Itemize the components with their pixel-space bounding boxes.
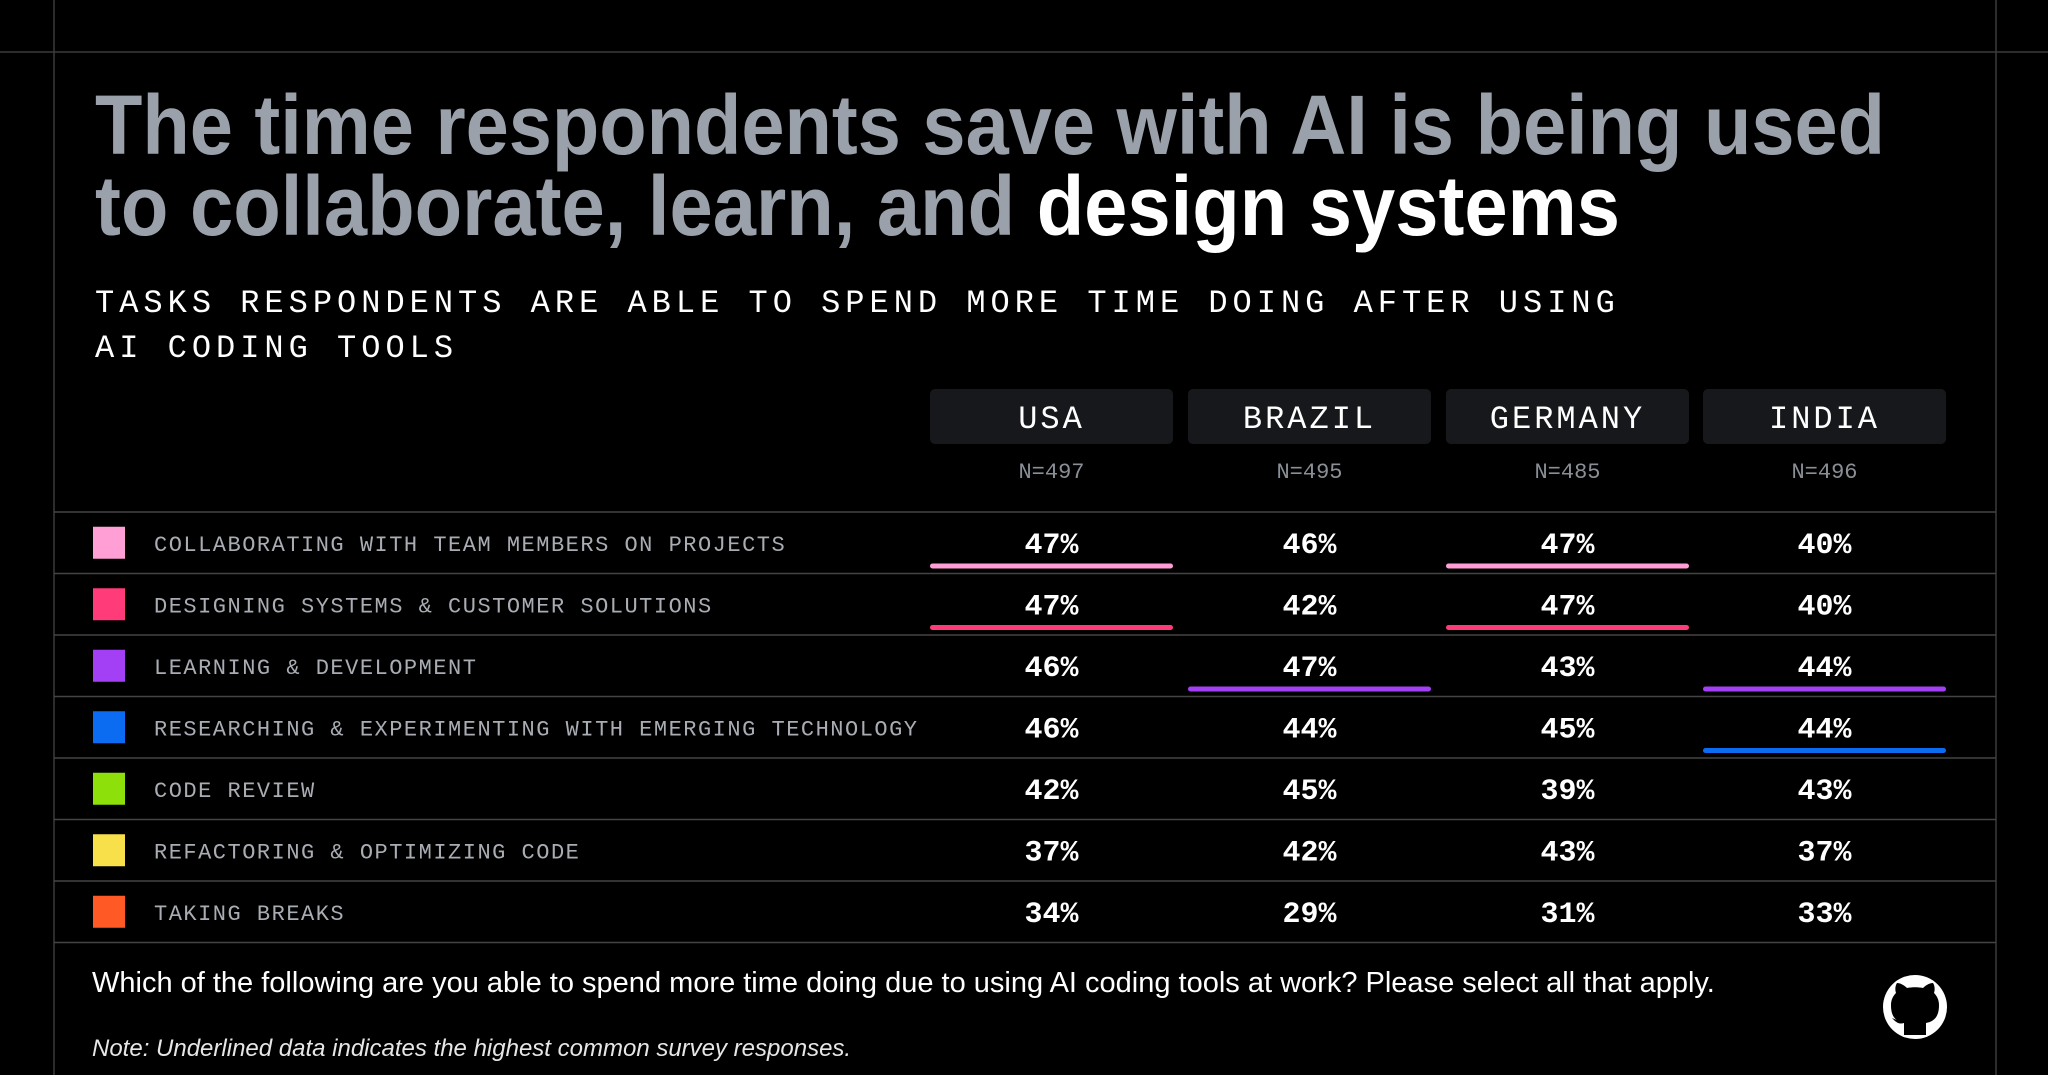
cell-value: 37% [1024,836,1079,870]
subtitle: AI CODING TOOLS [95,330,458,367]
column-header-box [1446,389,1689,444]
cell-value: 47% [1540,590,1595,624]
row-label: CODE REVIEW [154,779,316,804]
column-header: GERMANY [1490,401,1645,438]
cell-value: 34% [1024,898,1079,932]
cell-value: 47% [1024,590,1079,624]
cell-underline [930,625,1173,630]
cell-value: 46% [1024,713,1079,747]
cell-value: 31% [1540,898,1595,932]
cell-value: 45% [1540,713,1595,747]
cell-value: 46% [1024,652,1079,686]
swatch [93,895,125,928]
sample-size: N=495 [1276,460,1342,485]
column-header-box [930,389,1173,444]
cell-value: 44% [1797,713,1852,747]
swatch [93,711,125,744]
row-label: REFACTORING & OPTIMIZING CODE [154,840,580,865]
cell-value: 37% [1797,836,1852,870]
sample-size: N=497 [1018,460,1084,485]
swatch [93,649,125,682]
column-header: BRAZIL [1243,401,1376,438]
cell-value: 40% [1797,529,1852,563]
swatch [93,588,125,621]
row-label: COLLABORATING WITH TEAM MEMBERS ON PROJE… [154,533,786,558]
row-label: LEARNING & DEVELOPMENT [154,656,477,681]
swatch [93,526,125,559]
cell-value: 46% [1282,529,1337,563]
sample-size: N=496 [1791,460,1857,485]
cell-value: 42% [1282,836,1337,870]
cell-value: 43% [1540,652,1595,686]
column-header: INDIA [1769,401,1880,438]
swatch [93,834,125,867]
cell-underline [1446,625,1689,630]
cell-value: 29% [1282,898,1337,932]
cell-underline [1703,748,1946,753]
cell-value: 39% [1540,775,1595,809]
cell-value: 43% [1797,775,1852,809]
cell-underline [1446,563,1689,569]
row-label: DESIGNING SYSTEMS & CUSTOMER SOLUTIONS [154,594,713,619]
cell-value: 47% [1282,652,1337,686]
row-label: RESEARCHING & EXPERIMENTING WITH EMERGIN… [154,717,919,742]
question: Which of the following are you able to s… [92,967,1715,999]
title-line: The time respondents save with AI is bei… [95,78,1885,172]
swatch [93,772,125,805]
sample-size: N=485 [1534,460,1600,485]
row-label: TAKING BREAKS [154,902,345,927]
cell-underline [1188,686,1431,692]
cell-value: 45% [1282,775,1337,809]
column-header: USA [1018,401,1085,438]
column-header-box [1188,389,1431,444]
cell-value: 47% [1540,529,1595,563]
github-logo [1883,975,1947,1039]
title-line: to collaborate, learn, and design system… [95,159,1620,253]
cell-value: 33% [1797,898,1852,932]
subtitle: TASKS RESPONDENTS ARE ABLE TO SPEND MORE… [95,285,1620,322]
note: Note: Underlined data indicates the high… [92,1035,851,1062]
cell-value: 47% [1024,529,1079,563]
cell-value: 42% [1024,775,1079,809]
cell-value: 42% [1282,590,1337,624]
cell-value: 44% [1797,652,1852,686]
title-line: to collaborate, learn, and [95,159,1015,253]
cell-underline [930,563,1173,569]
title-emphasis: design systems [1037,159,1620,253]
column-header-box [1703,389,1946,444]
cell-value: 43% [1540,836,1595,870]
cell-value: 40% [1797,590,1852,624]
cell-value: 44% [1282,713,1337,747]
cell-underline [1703,686,1946,692]
